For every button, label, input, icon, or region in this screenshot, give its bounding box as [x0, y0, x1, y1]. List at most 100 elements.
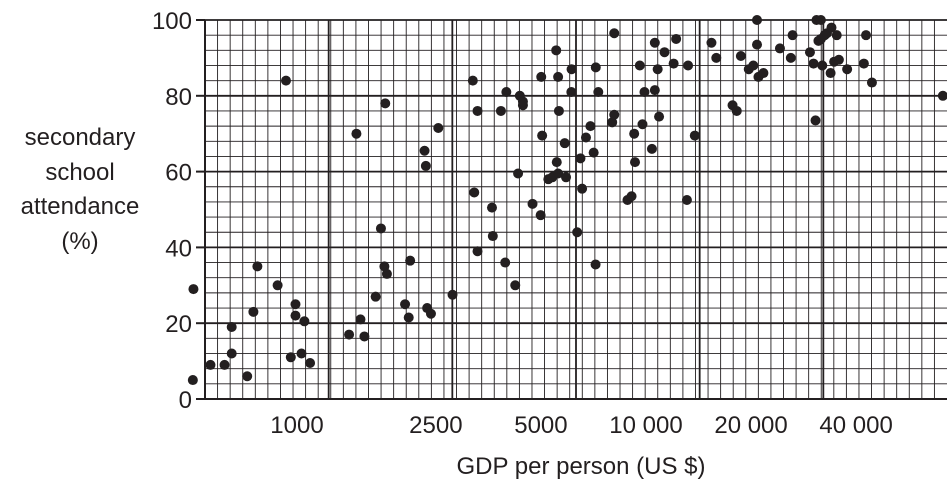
data-point [654, 111, 665, 122]
data-point [359, 331, 370, 342]
x-axis-label: GDP per person (US $) [457, 453, 706, 480]
data-point [375, 223, 386, 234]
data-point [566, 87, 577, 98]
data-point [577, 183, 588, 194]
data-point [630, 157, 641, 168]
y-axis-label-line-2: school [45, 159, 114, 186]
data-point [551, 45, 562, 56]
data-point [559, 138, 570, 149]
data-point [861, 30, 872, 41]
data-point [188, 284, 199, 295]
data-point [866, 77, 877, 88]
data-point [380, 98, 391, 109]
data-point [649, 37, 660, 48]
data-point [580, 132, 591, 143]
data-point [706, 37, 717, 48]
data-point [842, 64, 853, 75]
axis-ticks: 0 20 40 60 80 100 1000 2500 5000 10 000 20 000 40 0… [152, 8, 893, 439]
y-tick-label: 100 [152, 8, 192, 35]
data-point [787, 30, 798, 41]
data-point [626, 191, 637, 202]
data-point [248, 306, 259, 317]
data-point [815, 15, 826, 25]
data-point [370, 291, 381, 302]
data-point [646, 143, 657, 154]
data-point [551, 157, 562, 168]
data-point [517, 96, 528, 107]
data-point [252, 261, 263, 272]
data-point [281, 75, 292, 86]
data-point [305, 357, 316, 368]
data-point [810, 115, 821, 126]
x-tick-label: 1000 [270, 412, 323, 439]
x-tick-label: 5000 [514, 412, 567, 439]
data-point [472, 105, 483, 116]
data-point [671, 33, 682, 44]
data-point [344, 329, 355, 340]
x-tick-label: 10 000 [609, 412, 682, 439]
data-point [804, 47, 815, 58]
data-point [487, 231, 498, 242]
data-point [668, 58, 679, 69]
data-points [187, 15, 947, 386]
data-point [495, 105, 506, 116]
data-point [785, 52, 796, 63]
data-point [858, 58, 869, 69]
data-point [607, 117, 618, 128]
major-grid [204, 19, 947, 400]
data-point [689, 130, 700, 141]
data-point [575, 153, 586, 164]
data-point [634, 60, 645, 71]
data-point [590, 62, 601, 73]
data-point [425, 308, 436, 319]
data-point [501, 87, 512, 98]
data-point [833, 54, 844, 65]
data-point [296, 348, 307, 359]
data-point [535, 210, 546, 221]
data-point [355, 314, 366, 325]
y-tick-label: 20 [165, 311, 192, 338]
data-point [405, 255, 416, 266]
data-point [527, 198, 538, 209]
data-point [649, 85, 660, 96]
data-point [683, 60, 694, 71]
data-point [400, 299, 411, 310]
data-point [351, 128, 362, 139]
data-point [752, 39, 763, 50]
data-point [285, 352, 296, 363]
y-axis-label-line-3: attendance [21, 193, 140, 220]
x-tick-label: 40 000 [819, 412, 892, 439]
data-point [566, 64, 577, 75]
data-point [561, 172, 572, 183]
data-point [572, 227, 583, 238]
x-tick-label: 2500 [409, 412, 462, 439]
data-point [637, 119, 648, 130]
data-point [681, 195, 692, 206]
data-point [774, 43, 785, 54]
data-point [652, 64, 663, 75]
data-point [553, 168, 564, 179]
data-point [659, 47, 670, 58]
data-point [299, 316, 310, 327]
data-point [711, 52, 722, 63]
y-tick-label: 0 [179, 387, 192, 414]
data-point [420, 160, 431, 171]
data-point [447, 289, 458, 300]
data-point [826, 22, 837, 33]
data-point [639, 87, 650, 98]
data-point [590, 259, 601, 270]
data-point [593, 87, 604, 98]
data-point [469, 187, 480, 198]
data-point [500, 257, 511, 268]
data-point [609, 109, 620, 120]
data-point [831, 30, 842, 41]
y-axis-label-line-4: (%) [61, 228, 98, 255]
y-axis-label-line-1: secondary [25, 124, 136, 151]
data-point [226, 321, 237, 332]
data-point [758, 68, 769, 79]
data-point [381, 268, 392, 279]
data-point [403, 312, 414, 323]
data-point [553, 71, 564, 82]
data-point [513, 168, 524, 179]
